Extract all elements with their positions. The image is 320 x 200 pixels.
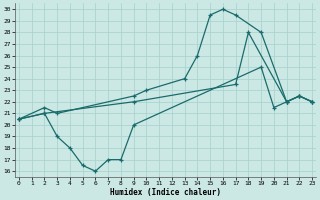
- X-axis label: Humidex (Indice chaleur): Humidex (Indice chaleur): [110, 188, 221, 197]
